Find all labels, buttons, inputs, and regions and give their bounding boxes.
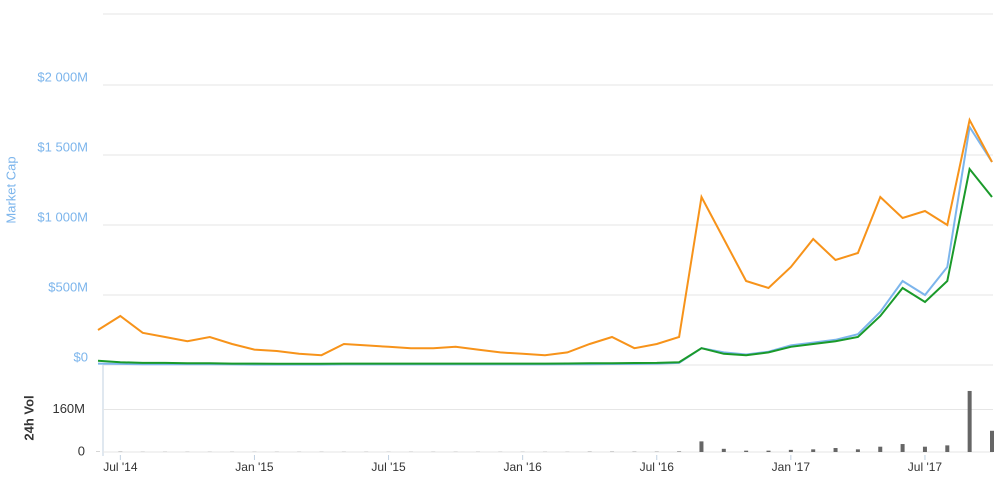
y-axis-title: Market Cap [3, 156, 18, 223]
y-tick-label: $1 500M [37, 139, 88, 154]
volume-bar [922, 446, 927, 452]
y-tick-label: $2 000M [37, 69, 88, 84]
volume-axis-title: 24h Vol [21, 395, 36, 440]
volume-bar [811, 449, 816, 452]
x-tick-label: Jan '15 [235, 460, 274, 474]
x-tick-label: Jan '17 [772, 460, 811, 474]
x-tick-label: Jan '16 [503, 460, 542, 474]
volume-bar [766, 450, 771, 452]
volume-bar [677, 451, 682, 452]
price-line [97, 124, 993, 366]
x-tick-label: Jul '14 [103, 460, 138, 474]
volume-bar [945, 445, 950, 452]
y-tick-label: $500M [48, 279, 88, 294]
volume-bar [855, 449, 860, 452]
volume-bar [878, 446, 883, 452]
volume-bar [788, 449, 793, 452]
y-tick-label: $1 000M [37, 209, 88, 224]
y-tick-label: $0 [74, 349, 88, 364]
y-tick-label: 160M [52, 401, 85, 416]
x-tick-label: Jul '17 [908, 460, 943, 474]
y-tick-label: 0 [78, 443, 85, 458]
volume-bar [967, 390, 972, 452]
price-line [97, 166, 993, 365]
price-line [97, 117, 993, 357]
volume-bar [721, 448, 726, 452]
volume-bar [833, 448, 838, 452]
x-tick-label: Jul '15 [371, 460, 406, 474]
volume-bar [699, 441, 704, 452]
x-tick-label: Jul '16 [640, 460, 675, 474]
volume-bar [990, 430, 994, 452]
volume-bar [744, 450, 749, 452]
volume-bar [900, 444, 905, 452]
